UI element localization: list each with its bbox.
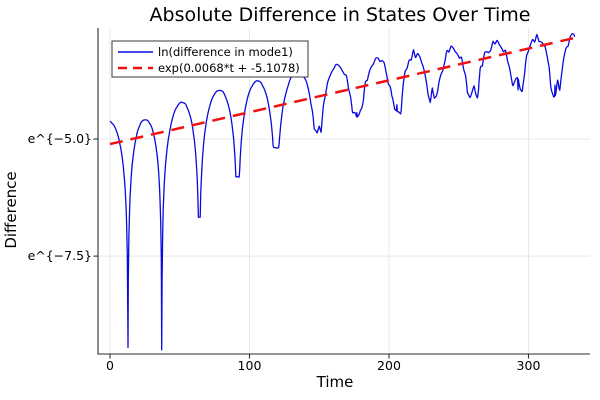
y-axis-label: Difference: [2, 171, 20, 248]
y-tick-label: e^{−7.5}: [28, 248, 92, 263]
legend-box: [111, 40, 309, 78]
series-line-ln-difference: [109, 32, 576, 351]
chart-title: Absolute Difference in States Over Time: [150, 4, 531, 26]
legend: ln(difference in mode1) exp(0.0068*t + -5…: [111, 40, 309, 78]
legend-entry-label: exp(0.0068*t + -5.1078): [158, 61, 300, 75]
series-line-exp-fit: [109, 36, 575, 146]
x-axis-label: Time: [316, 373, 354, 391]
series-layer: [109, 32, 576, 351]
x-tick-label: 100: [238, 358, 262, 373]
legend-entry-label: ln(difference in mode1): [158, 45, 293, 59]
x-tick-label: 300: [517, 358, 541, 373]
x-tick-label: 0: [106, 358, 114, 373]
y-tick-label: e^{−5.0}: [28, 131, 92, 146]
gridlines: [98, 28, 590, 354]
tick-marks-and-labels: 0 100 200 300 e^{−5.0} e^{−7.5}: [28, 131, 541, 373]
x-tick-label: 200: [377, 358, 401, 373]
axes: [97, 28, 590, 355]
